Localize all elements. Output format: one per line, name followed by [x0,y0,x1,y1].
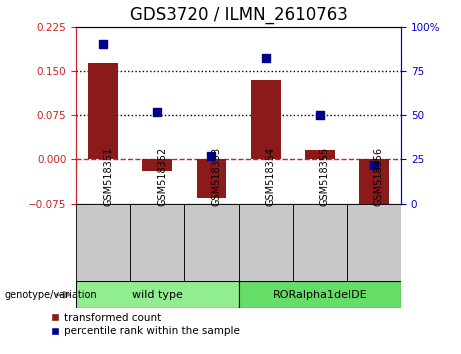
Point [208,153,215,159]
Bar [239,281,401,308]
Bar [76,281,238,308]
Title: GDS3720 / ILMN_2610763: GDS3720 / ILMN_2610763 [130,6,348,24]
Bar [130,204,184,281]
Point [316,112,324,118]
Point [154,109,161,114]
Bar [251,80,281,159]
Text: GSM518351: GSM518351 [103,147,113,206]
Bar [305,150,335,159]
Legend: transformed count, percentile rank within the sample: transformed count, percentile rank withi… [51,313,240,336]
Text: GSM518354: GSM518354 [266,147,276,206]
Bar [76,204,130,281]
Text: GSM518355: GSM518355 [320,147,330,206]
Point [100,41,107,47]
Bar [359,159,389,208]
Text: wild type: wild type [132,290,183,300]
Bar [293,204,347,281]
Bar [88,63,118,159]
Text: GSM518353: GSM518353 [212,147,221,206]
Text: GSM518356: GSM518356 [374,147,384,206]
Bar [196,159,226,198]
Bar [347,204,401,281]
Text: genotype/variation: genotype/variation [5,290,97,300]
Text: GSM518352: GSM518352 [157,147,167,206]
Text: RORalpha1delDE: RORalpha1delDE [272,290,367,300]
Point [370,162,378,167]
Bar [184,204,238,281]
Bar [142,159,172,171]
Point [262,56,269,61]
Bar [239,204,293,281]
